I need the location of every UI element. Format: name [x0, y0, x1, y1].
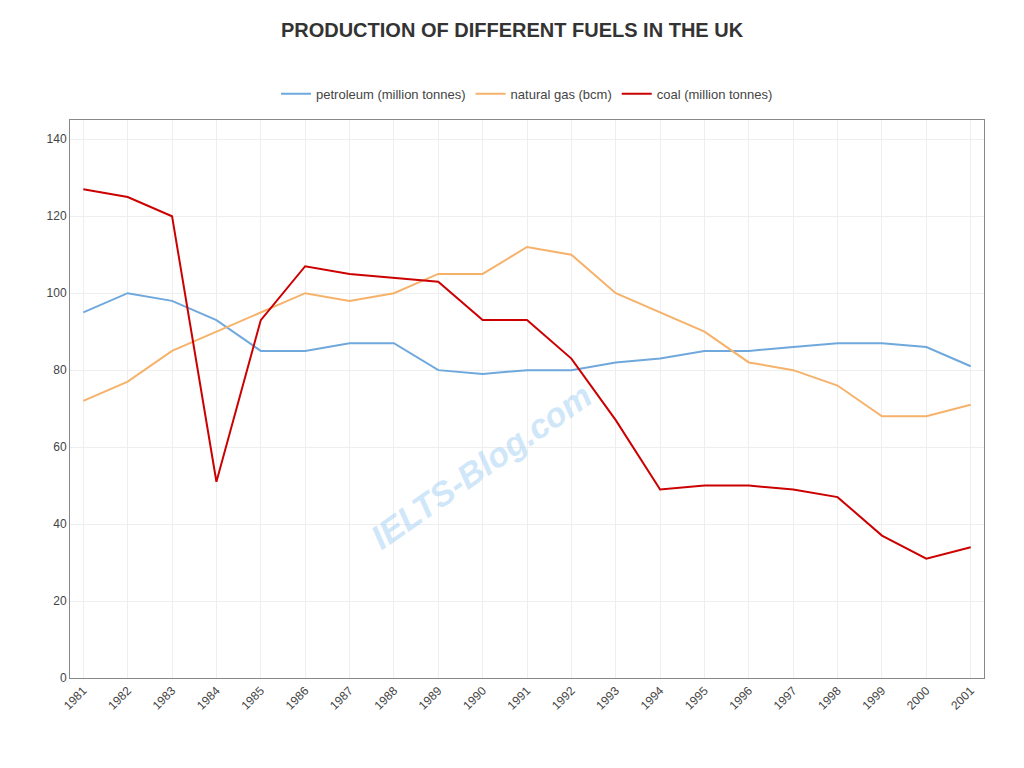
svg-text:1999: 1999 — [860, 684, 889, 713]
svg-text:natural gas (bcm): natural gas (bcm) — [511, 87, 612, 102]
svg-text:140: 140 — [47, 132, 67, 146]
svg-text:1987: 1987 — [327, 684, 356, 713]
svg-text:petroleum (million tonnes): petroleum (million tonnes) — [316, 87, 466, 102]
svg-text:1982: 1982 — [105, 684, 134, 713]
svg-text:80: 80 — [53, 363, 67, 377]
svg-text:1997: 1997 — [771, 684, 800, 713]
svg-text:2000: 2000 — [904, 684, 933, 713]
svg-text:PRODUCTION OF DIFFERENT FUELS: PRODUCTION OF DIFFERENT FUELS IN THE UK — [281, 19, 744, 41]
svg-text:1988: 1988 — [371, 684, 400, 713]
svg-text:60: 60 — [53, 440, 67, 454]
svg-text:1990: 1990 — [460, 684, 489, 713]
svg-text:120: 120 — [47, 209, 67, 223]
svg-text:1981: 1981 — [61, 684, 90, 713]
svg-text:20: 20 — [53, 594, 67, 608]
svg-text:100: 100 — [47, 286, 67, 300]
svg-text:1993: 1993 — [593, 684, 622, 713]
svg-text:1986: 1986 — [283, 684, 312, 713]
svg-text:0: 0 — [60, 671, 67, 685]
svg-text:1989: 1989 — [416, 684, 445, 713]
svg-text:40: 40 — [53, 517, 67, 531]
svg-text:1998: 1998 — [815, 684, 844, 713]
svg-text:1991: 1991 — [505, 684, 534, 713]
svg-text:coal (million tonnes): coal (million tonnes) — [657, 87, 773, 102]
svg-text:1994: 1994 — [638, 684, 667, 713]
svg-text:1985: 1985 — [238, 684, 267, 713]
svg-text:1995: 1995 — [682, 684, 711, 713]
svg-text:2001: 2001 — [948, 684, 977, 713]
svg-text:1984: 1984 — [194, 684, 223, 713]
svg-text:IELTS-Blog.com: IELTS-Blog.com — [364, 376, 599, 556]
svg-text:1996: 1996 — [726, 684, 755, 713]
svg-text:1992: 1992 — [549, 684, 578, 713]
svg-text:1983: 1983 — [150, 684, 179, 713]
